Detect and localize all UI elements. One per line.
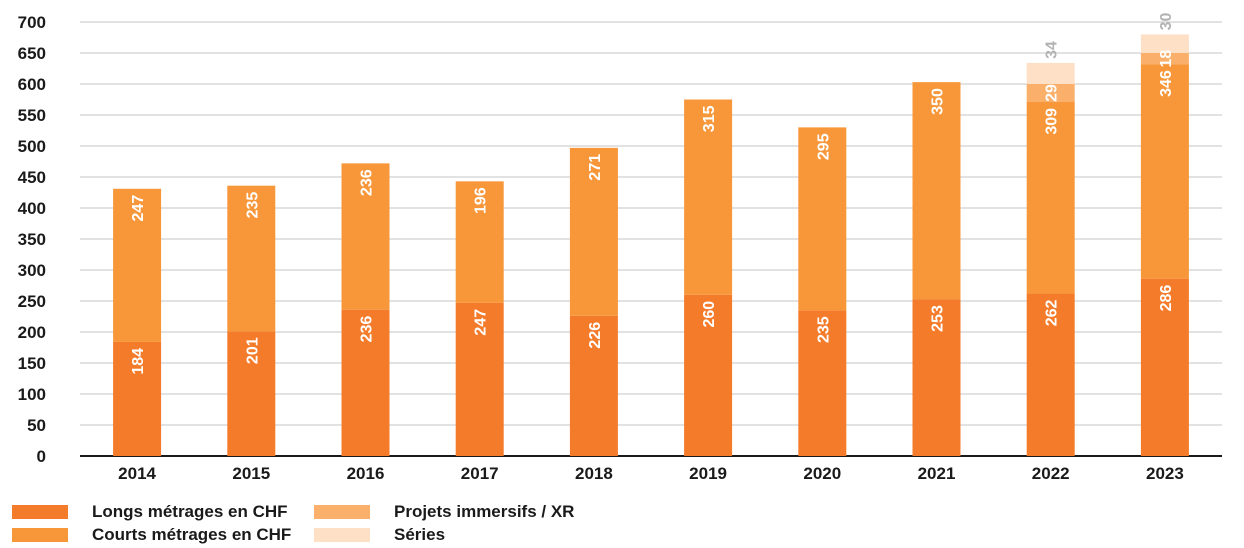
bar-segment — [1140, 278, 1189, 456]
bar-segment — [798, 310, 847, 456]
y-tick-label: 0 — [37, 447, 46, 466]
x-tick-label: 2021 — [918, 464, 956, 483]
bar-segment — [1140, 34, 1189, 53]
legend-swatch-series — [314, 528, 370, 542]
y-tick-label: 350 — [18, 230, 46, 249]
data-label: 196 — [473, 187, 490, 214]
data-label: 236 — [359, 169, 376, 196]
y-tick-label: 200 — [18, 323, 46, 342]
bar-segment — [1026, 293, 1075, 456]
bars — [113, 34, 1189, 456]
bar-segment — [912, 299, 961, 456]
y-tick-label: 300 — [18, 261, 46, 280]
bar-segment — [113, 188, 162, 342]
bar-segment — [1140, 53, 1189, 65]
bar-segment — [455, 181, 504, 303]
legend-label-xr: Projets immersifs / XR — [394, 502, 575, 521]
bar-segment — [113, 341, 162, 456]
bar-segment — [569, 147, 618, 316]
bar-segment — [1026, 101, 1075, 294]
bar-labels: 184 247 201 235 236 236 247 196 226 271 260 315 235 2… — [130, 13, 1175, 375]
bar-segment — [798, 127, 847, 311]
bar-segment — [341, 163, 390, 310]
y-tick-label: 100 — [18, 385, 46, 404]
legend-swatch-xr — [314, 505, 370, 519]
data-label: 30 — [1158, 13, 1175, 31]
x-tick-label: 2022 — [1032, 464, 1070, 483]
data-label: 253 — [930, 305, 947, 332]
x-tick-label: 2019 — [689, 464, 727, 483]
y-tick-label: 450 — [18, 168, 46, 187]
bar-segment — [341, 309, 390, 456]
data-label: 29 — [1044, 84, 1061, 102]
legend: Longs métrages en CHF Courts métrages en… — [0, 497, 1244, 547]
legend-label-longs: Longs métrages en CHF — [92, 502, 288, 521]
bar-segment — [1026, 84, 1075, 102]
data-label: 262 — [1044, 299, 1061, 326]
data-label: 271 — [587, 154, 604, 181]
data-label: 34 — [1044, 41, 1061, 59]
legend-label-courts: Courts métrages en CHF — [92, 525, 292, 544]
legend-swatch-longs — [12, 505, 68, 519]
y-tick-label: 650 — [18, 44, 46, 63]
x-tick-label: 2014 — [118, 464, 156, 483]
data-label: 260 — [701, 301, 718, 328]
data-label: 235 — [244, 192, 261, 219]
y-tick-label: 150 — [18, 354, 46, 373]
data-label: 247 — [130, 195, 147, 222]
y-tick-label: 500 — [18, 137, 46, 156]
data-label: 350 — [930, 88, 947, 115]
data-label: 346 — [1158, 70, 1175, 97]
y-tick-label: 400 — [18, 199, 46, 218]
y-tick-label: 550 — [18, 106, 46, 125]
data-label: 286 — [1158, 285, 1175, 312]
legend-label-series: Séries — [394, 525, 446, 544]
x-tick-label: 2020 — [803, 464, 841, 483]
legend-item-xr: Projets immersifs / XR — [314, 501, 574, 523]
y-tick-label: 50 — [27, 416, 46, 435]
data-label: 235 — [815, 316, 832, 343]
x-tick-label: 2018 — [575, 464, 613, 483]
data-label: 247 — [473, 309, 490, 336]
legend-swatch-courts — [12, 528, 68, 542]
y-tick-label: 700 — [18, 13, 46, 32]
data-label: 315 — [701, 105, 718, 132]
data-label: 18 — [1158, 50, 1175, 68]
bar-segment — [1140, 64, 1189, 279]
x-tick-label: 2023 — [1146, 464, 1184, 483]
data-label: 201 — [244, 337, 261, 364]
data-label: 184 — [130, 348, 147, 375]
bar-segment — [227, 331, 276, 456]
data-label: 226 — [587, 322, 604, 349]
bar-segment — [227, 185, 276, 332]
legend-item-longs: Longs métrages en CHF — [12, 501, 288, 523]
stacked-bar-chart: 0 50 100 150 200 250 300 350 400 450 500 550 600 650 7… — [18, 13, 1222, 483]
data-label: 295 — [815, 133, 832, 160]
legend-item-courts: Courts métrages en CHF — [12, 524, 291, 546]
x-tick-label: 2017 — [461, 464, 499, 483]
x-tick-label: 2015 — [232, 464, 270, 483]
bar-segment — [684, 99, 733, 295]
y-axis-ticks: 0 50 100 150 200 250 300 350 400 450 500 550 600 650 7… — [18, 13, 46, 466]
legend-item-series: Séries — [314, 524, 445, 546]
data-label: 236 — [359, 316, 376, 343]
y-tick-label: 250 — [18, 292, 46, 311]
x-tick-label: 2016 — [347, 464, 385, 483]
bar-segment — [1026, 62, 1075, 84]
y-tick-label: 600 — [18, 75, 46, 94]
bar-segment — [569, 315, 618, 456]
bar-segment — [455, 302, 504, 456]
bar-segment — [912, 82, 961, 300]
bar-segment — [684, 294, 733, 456]
x-axis-ticks: 2014 2015 2016 2017 2018 2019 2020 2021 2022 2023 — [118, 464, 1184, 483]
data-label: 309 — [1044, 108, 1061, 135]
